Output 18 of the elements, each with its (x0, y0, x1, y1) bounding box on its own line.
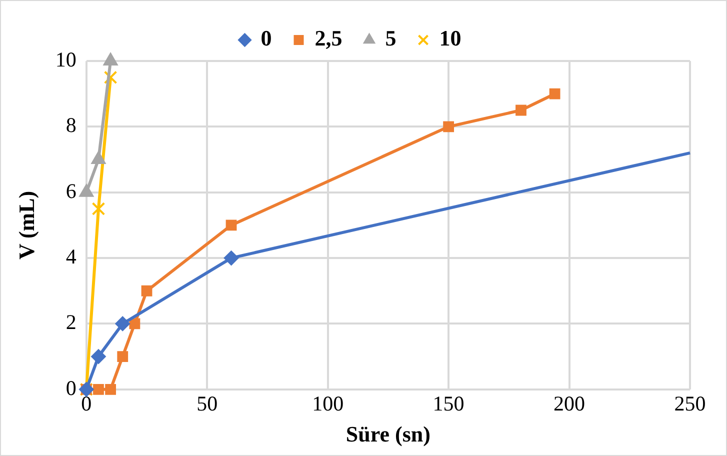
y-tick-label: 2 (66, 310, 76, 334)
x-tick-label: 0 (81, 392, 92, 416)
x-tick-label: 250 (674, 392, 706, 416)
legend-label: 2,5 (314, 26, 342, 51)
x-tick-label: 150 (432, 392, 464, 416)
x-tick-label: 200 (554, 392, 586, 416)
y-axis-title: V (mL) (14, 190, 39, 260)
y-tick-label: 8 (66, 113, 76, 138)
y-tick-label: 10 (55, 48, 76, 72)
legend-label: 10 (439, 26, 462, 51)
y-tick-label: 4 (66, 244, 77, 269)
legend-label: 5 (385, 26, 396, 51)
x-axis-title: Süre (sn) (346, 421, 430, 446)
x-tick-label: 100 (312, 392, 344, 416)
x-tick-label: 50 (196, 392, 218, 416)
legend-label: 0 (260, 26, 272, 51)
y-tick-label: 0 (66, 376, 76, 400)
y-tick-label: 6 (66, 178, 76, 203)
